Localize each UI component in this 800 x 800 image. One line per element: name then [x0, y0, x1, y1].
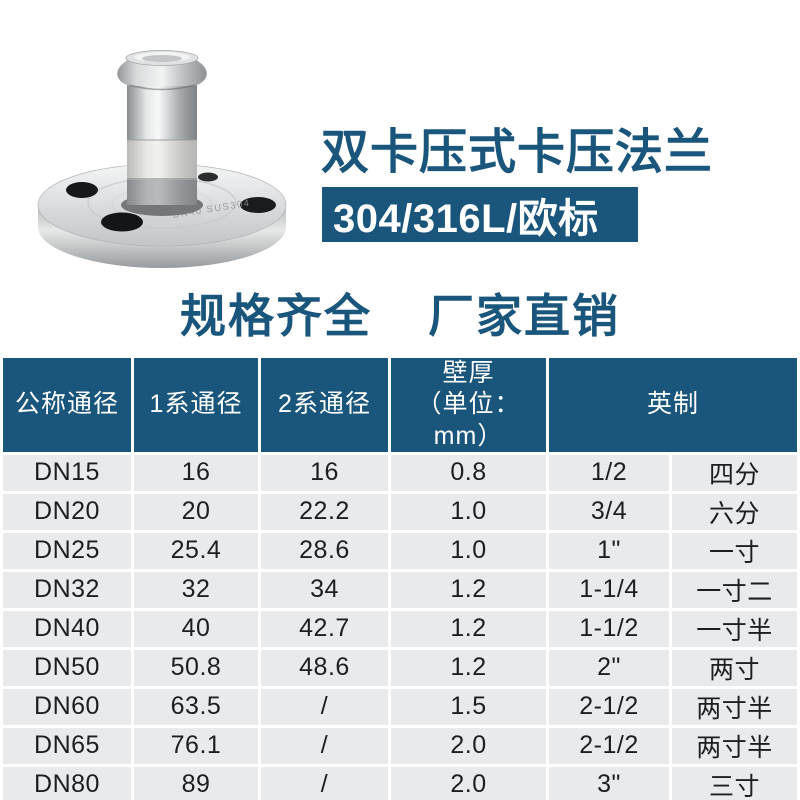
table-cell: 一寸半 [672, 610, 798, 647]
table-cell: 两寸半 [672, 727, 798, 764]
pipe-body [127, 74, 197, 205]
table-cell: 16 [261, 454, 388, 491]
table-cell: 2-1/2 [549, 727, 669, 764]
slogan-right: 厂家直销 [428, 290, 620, 342]
table-cell: 34 [261, 571, 388, 608]
table-row: DN80 89/2.0 3" 三寸 [3, 766, 798, 800]
table-cell: DN65 [3, 727, 131, 764]
slogan: 规格齐全 厂家直销 [0, 280, 800, 346]
material-banner: 304/316L/欧标 [322, 187, 638, 242]
table-row: DN40 40 42.7 1.2 1-1/2 一寸半 [3, 610, 798, 647]
table-cell: 1-1/2 [549, 610, 669, 647]
spec-table: 公称通径 1系通径 2系通径 壁厚 （单位：mm） 英制 DN15 16 16 0.8… [0, 355, 800, 800]
table-cell: 0.8 [391, 454, 546, 491]
table-header-row: 公称通径 1系通径 2系通径 壁厚 （单位：mm） 英制 [3, 358, 798, 452]
table-cell: DN25 [3, 532, 131, 569]
table-cell: DN50 [3, 649, 131, 686]
slogan-left: 规格齐全 [180, 290, 372, 342]
header-label: 公称通径 [14, 390, 119, 419]
product-photo: DN40 SUS304 [37, 50, 287, 268]
table-cell: 1/2 [549, 454, 669, 491]
table-cell: 63.5 [134, 688, 258, 725]
header-series2-diameter: 2系通径 [261, 358, 388, 452]
table-cell: 50.8 [134, 649, 258, 686]
header-label: 2系通径 [278, 390, 371, 419]
table-row: DN32 32 34 1.2 1-1/4 一寸二 [3, 571, 798, 608]
table-row: DN60 63.5/1.5 2-1/2 两寸半 [3, 688, 798, 725]
table-cell: 1.2 [391, 571, 546, 608]
table-row: DN25 25.4 28.6 1.0 1" 一寸 [3, 532, 798, 569]
table-body: DN15 16 16 0.8 1/2 四分 DN20 20 22.2 1.0 3/4 六分 DN25 25… [3, 454, 798, 800]
header-label: 壁厚 [442, 359, 495, 387]
header-imperial: 英制 [549, 358, 798, 452]
table-row: DN15 16 16 0.8 1/2 四分 [3, 454, 798, 491]
header-label: 1系通径 [149, 390, 243, 419]
table-cell: 40 [134, 610, 258, 647]
table-cell: 六分 [672, 493, 798, 530]
material-banner-label: 304/316L/欧标 [333, 196, 599, 241]
table-cell: 1.0 [391, 493, 546, 530]
table-cell: 3" [549, 766, 669, 800]
table-cell: DN40 [3, 610, 131, 647]
table-cell: 2-1/2 [549, 688, 669, 725]
table-cell: 16 [134, 454, 258, 491]
header-series1-diameter: 1系通径 [134, 358, 258, 452]
table-cell: 三寸 [672, 766, 798, 800]
table-cell: 22.2 [261, 493, 388, 530]
table-cell: 1.0 [391, 532, 546, 569]
header-wall-thickness: 壁厚 （单位：mm） [391, 358, 546, 452]
press-collar [117, 50, 207, 91]
table-cell: 1-1/4 [549, 571, 669, 608]
header-sublabel: （单位：mm） [416, 390, 521, 450]
table-cell: 28.6 [261, 532, 388, 569]
table-cell: 2.0 [391, 766, 546, 800]
table-cell: / [261, 727, 388, 764]
product-title: 双卡压式卡压法兰 [321, 126, 714, 179]
table-cell: DN60 [3, 688, 131, 725]
table-cell: 48.6 [261, 649, 388, 686]
table-cell: 20 [134, 493, 258, 530]
bolt-hole [101, 212, 143, 232]
table-cell: 1.2 [391, 610, 546, 647]
table-cell: / [261, 766, 388, 800]
bolt-hole [240, 197, 276, 213]
table-cell: 两寸 [672, 649, 798, 686]
table-cell: 25.4 [134, 532, 258, 569]
table-row: DN65 76.1/2.0 2-1/2 两寸半 [3, 727, 798, 764]
header-nominal-diameter: 公称通径 [3, 358, 131, 452]
table-cell: 一寸二 [672, 571, 798, 608]
table-cell: DN15 [3, 454, 131, 491]
table-cell: DN20 [3, 493, 131, 530]
table-cell: 四分 [672, 454, 798, 491]
table-cell: / [261, 688, 388, 725]
bolt-hole [66, 182, 98, 198]
table-cell: 一寸 [672, 532, 798, 569]
table-cell: 1.5 [391, 688, 546, 725]
table-cell: 2.0 [391, 727, 546, 764]
table-cell: 76.1 [134, 727, 258, 764]
table-cell: 1" [549, 532, 669, 569]
table-cell: 两寸半 [672, 688, 798, 725]
table-cell: 32 [134, 571, 258, 608]
table-cell: DN80 [3, 766, 131, 800]
table-cell: 42.7 [261, 610, 388, 647]
header-label: 英制 [647, 390, 700, 419]
table-row: DN50 50.8 48.6 1.2 2" 两寸 [3, 649, 798, 686]
table-cell: 1.2 [391, 649, 546, 686]
bolt-hole [198, 172, 218, 182]
table-cell: 2" [549, 649, 669, 686]
table-row: DN20 20 22.2 1.0 3/4 六分 [3, 493, 798, 530]
table-cell: 89 [134, 766, 258, 800]
table-cell: 3/4 [549, 493, 669, 530]
table-cell: DN32 [3, 571, 131, 608]
